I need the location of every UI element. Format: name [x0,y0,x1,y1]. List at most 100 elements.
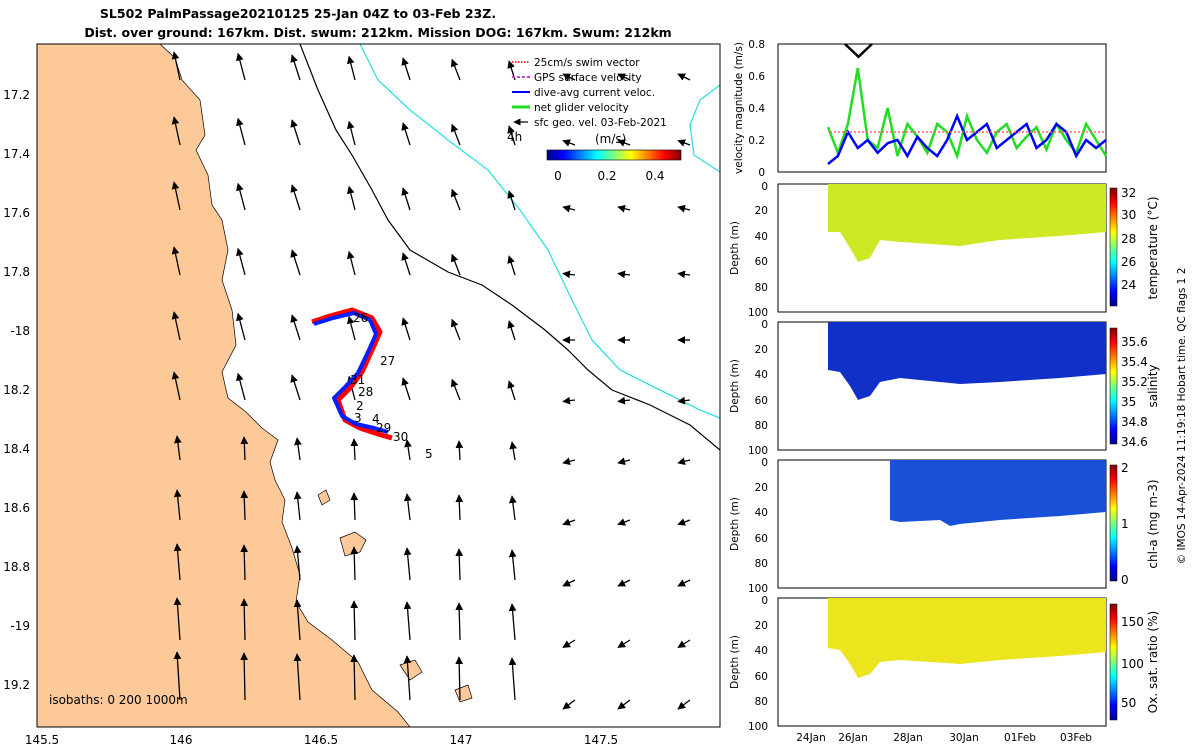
velocity-arrow [293,653,302,701]
y-tick-19.2: 19.2 [3,678,30,692]
temp-ytick-60: 60 [755,256,768,268]
ox-ytick-40: 40 [755,645,768,657]
legend-gps-label: GPS surface velocity [534,72,642,84]
sal-ytick-20: 20 [755,344,768,356]
velocity-arrow [174,435,182,461]
isobath-1000m-ne [689,84,720,173]
velocity-panel: 0 0.2 0.4 0.6 0.8 velocity magnitude (m/… [733,39,1108,179]
velocity-arrow [236,117,246,146]
salinity-panel: 0 20 40 60 80 100 Depth (m) 35.6 35.4 35… [729,319,1160,457]
velocity-arrow [562,73,576,81]
oxygen-field [828,598,1106,678]
surface-velocity-arrows [171,51,691,710]
velocity-arrow [171,371,181,401]
velocity-arrow [617,518,631,526]
island-4 [317,489,331,506]
chl-cb-2: 2 [1121,461,1129,475]
ox-ylabel: Depth (m) [729,635,741,689]
y-tick-18.4: 18.4 [3,442,30,456]
velocity-arrow [617,396,631,405]
velocity-arrow [508,549,517,581]
map-colorbar [546,149,682,161]
title-line-2: Dist. over ground: 167km. Dist. swum: 21… [84,25,671,40]
velocity-arrow [173,543,182,581]
velocity-arrow [236,372,246,401]
temp-cb-30: 30 [1121,208,1136,222]
velocity-arrow [401,317,411,341]
chl-cb-1: 1 [1121,517,1129,531]
vel-ytick-0.6: 0.6 [748,71,765,83]
sal-ytick-40: 40 [755,369,768,381]
velocity-arrow [401,187,411,211]
velocity-arrow [401,122,411,146]
legend-current-label: dive-avg current veloc. [534,87,655,99]
velocity-arrow [507,190,516,211]
chl-ytick-60: 60 [755,533,768,545]
xtick-28jan: 28Jan [893,732,923,744]
velocity-arrow [404,439,412,461]
ox-cb-100: 100 [1121,657,1144,671]
map-colorbar-tick-0: 0 [554,169,562,183]
velocity-arrow [617,73,631,81]
map-legend: 25cm/s swim vector GPS surface velocity … [507,57,682,183]
velocity-arrow [617,457,631,466]
track-red [311,307,393,441]
velocity-arrow [173,597,182,641]
sal-cb-35: 35 [1121,395,1136,409]
velocity-arrow [677,699,691,710]
velocity-arrow [617,699,631,710]
x-tick-145.5: 145.5 [25,733,59,747]
chl-cb-0: 0 [1121,573,1129,587]
ox-ytick-80: 80 [755,696,768,708]
x-tick-146: 146 [170,733,193,747]
velocity-arrow [171,51,181,81]
ox-ytick-100: 100 [748,721,768,733]
velocity-ylabel: velocity magnitude (m/s) [733,42,745,174]
day-label-2: 2 [356,399,364,413]
velocity-arrow [562,396,576,405]
day-label-26: 26 [353,311,368,325]
velocity-arrow [617,204,631,213]
chla-colorbar [1109,464,1118,582]
velocity-arrow [677,73,691,81]
chl-ytick-20: 20 [755,482,768,494]
xtick-01feb: 01Feb [1004,732,1036,744]
velocity-arrow [450,318,461,341]
vel-ytick-0.8: 0.8 [748,39,765,51]
velocity-arrow [401,57,411,81]
map-colorbar-unit: (m/s) [595,132,626,146]
temperature-colorbar [1109,187,1118,307]
velocity-arrow [350,600,359,641]
velocity-series-blue [827,112,1107,165]
sal-cb-label: salinity [1146,364,1160,407]
vel-ytick-0: 0 [758,167,765,179]
velocity-arrow [290,54,301,81]
depth-sections: 0 20 40 60 80 100 Depth (m) 32 30 28 26 … [729,181,1160,744]
velocity-arrow [617,139,631,147]
velocity-arrow [509,441,518,461]
y-tick-19: -19 [10,619,30,633]
velocity-arrow [293,599,302,641]
ox-ytick-20: 20 [755,620,768,632]
isobath-200m [299,44,720,451]
velocity-arrow [455,494,464,521]
velocity-arrow [403,601,412,641]
velocity-series-black [844,43,873,59]
velocity-arrow [455,548,464,581]
x-tick-147: 147 [450,733,473,747]
velocity-arrow [562,699,576,710]
chla-field [890,460,1106,526]
velocity-arrow [507,380,516,401]
velocity-arrow [562,139,576,147]
velocity-arrow [617,270,631,279]
sal-ytick-0: 0 [761,319,768,331]
sal-ylabel: Depth (m) [729,359,741,413]
velocity-arrow [677,139,691,147]
velocity-arrow [562,639,576,649]
velocity-arrow [171,246,181,276]
chl-ytick-0: 0 [761,457,768,469]
sal-cb-35.6: 35.6 [1121,335,1148,349]
salinity-colorbar [1109,327,1118,445]
map-colorbar-tick-0.4: 0.4 [645,169,664,183]
velocity-arrow [677,457,691,466]
